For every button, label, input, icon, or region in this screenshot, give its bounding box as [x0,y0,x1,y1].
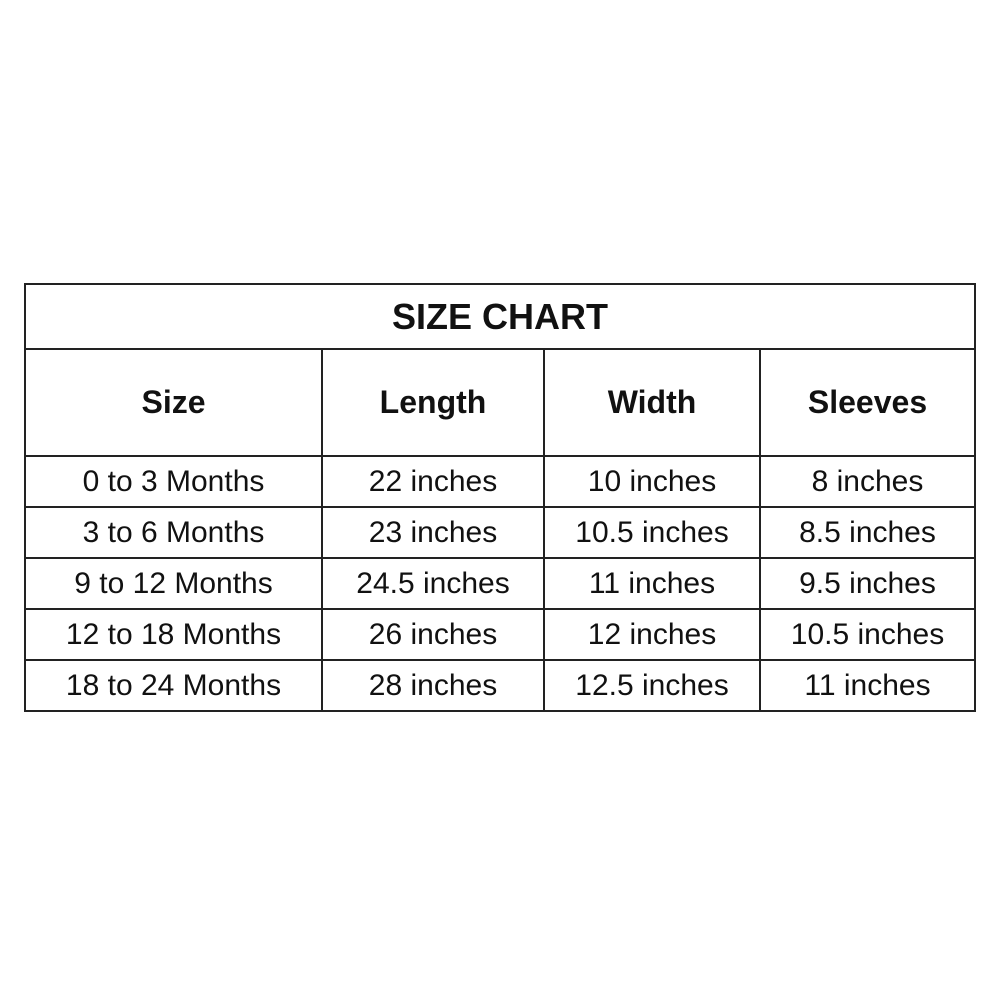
header-row: Size Length Width Sleeves [24,348,976,457]
cell-width: 12 inches [543,608,761,661]
cell-width: 10 inches [543,455,761,508]
table-row: 12 to 18 Months 26 inches 12 inches 10.5… [24,608,976,661]
cell-size: 18 to 24 Months [24,659,323,712]
cell-length: 24.5 inches [321,557,545,610]
cell-size: 3 to 6 Months [24,506,323,559]
cell-length: 22 inches [321,455,545,508]
cell-width: 11 inches [543,557,761,610]
cell-sleeves: 9.5 inches [759,557,976,610]
cell-width: 12.5 inches [543,659,761,712]
cell-size: 0 to 3 Months [24,455,323,508]
header-width: Width [543,348,761,457]
cell-width: 10.5 inches [543,506,761,559]
table-row: 3 to 6 Months 23 inches 10.5 inches 8.5 … [24,506,976,559]
table-title: SIZE CHART [24,283,976,350]
cell-sleeves: 11 inches [759,659,976,712]
cell-sleeves: 8 inches [759,455,976,508]
header-sleeves: Sleeves [759,348,976,457]
cell-sleeves: 8.5 inches [759,506,976,559]
header-size: Size [24,348,323,457]
cell-length: 23 inches [321,506,545,559]
size-chart-table: SIZE CHART Size Length Width Sleeves 0 t… [24,283,976,712]
header-length: Length [321,348,545,457]
cell-length: 26 inches [321,608,545,661]
cell-length: 28 inches [321,659,545,712]
cell-size: 9 to 12 Months [24,557,323,610]
cell-sleeves: 10.5 inches [759,608,976,661]
table-row: 18 to 24 Months 28 inches 12.5 inches 11… [24,659,976,712]
table-row: 9 to 12 Months 24.5 inches 11 inches 9.5… [24,557,976,610]
cell-size: 12 to 18 Months [24,608,323,661]
table-row: 0 to 3 Months 22 inches 10 inches 8 inch… [24,455,976,508]
